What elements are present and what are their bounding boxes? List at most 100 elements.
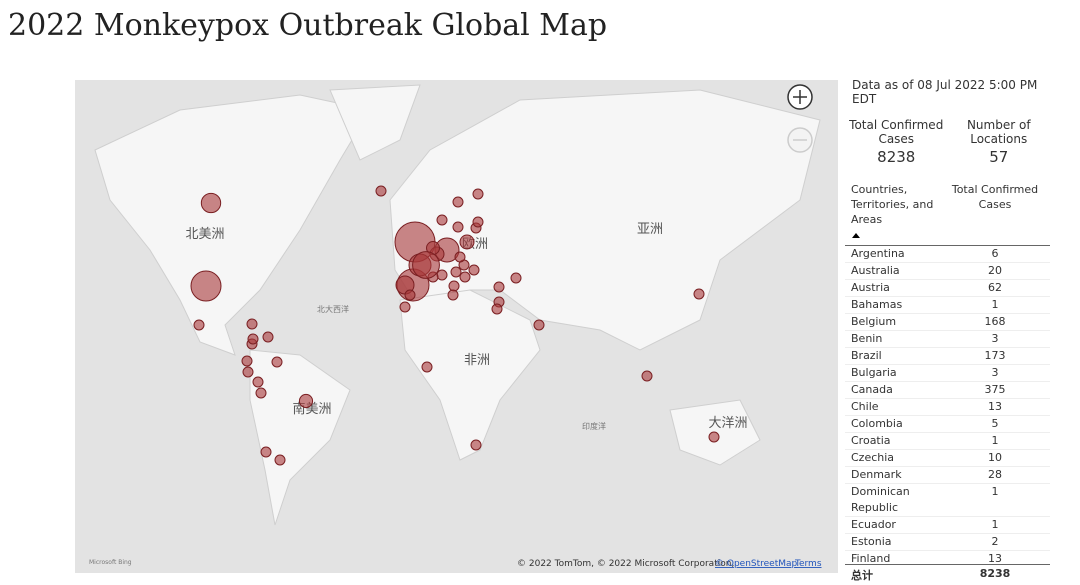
- table-row: Australia 20: [845, 263, 1050, 280]
- table-row: Belgium 168: [845, 314, 1050, 331]
- case-bubble[interactable]: [260, 446, 272, 458]
- side-panel: Data as of 08 Jul 2022 5:00 PM EDT Total…: [845, 78, 1050, 585]
- header-country[interactable]: Countries, Territories, and Areas: [851, 183, 934, 226]
- case-bubble[interactable]: [200, 192, 222, 214]
- total-value: 8238: [979, 567, 1011, 580]
- case-bubble: [271, 356, 283, 368]
- country-name: Canada: [851, 383, 893, 396]
- case-bubble[interactable]: [412, 251, 440, 279]
- table-row: Dominican Republic 1: [845, 484, 1050, 517]
- case-count: 10: [988, 451, 1002, 464]
- table-row: Colombia 5: [845, 416, 1050, 433]
- sort-arrow: [852, 233, 860, 238]
- case-count: 13: [988, 400, 1002, 413]
- case-bubble[interactable]: [472, 188, 484, 200]
- case-bubble: [470, 439, 482, 451]
- kpi-label: Number of Locations: [966, 118, 1031, 146]
- table-row: Estonia 2: [845, 534, 1050, 551]
- country-name: Chile: [851, 400, 879, 413]
- case-bubble: [399, 301, 411, 313]
- country-name: Denmark: [851, 468, 902, 481]
- case-count: 375: [984, 383, 1006, 396]
- case-bubble: [493, 281, 505, 293]
- case-bubble[interactable]: [262, 331, 274, 343]
- case-bubble: [459, 271, 471, 283]
- table-row: Bahamas 1: [845, 297, 1050, 314]
- case-bubble[interactable]: [298, 393, 314, 409]
- case-bubble: [448, 280, 460, 292]
- case-bubble: [533, 319, 545, 331]
- attribution: © 2022 TomTom, © 2022 Microsoft Corporat…: [517, 559, 734, 569]
- case-bubble: [641, 370, 653, 382]
- kpi: Number of Locations 57: [948, 118, 1051, 166]
- case-bubble: [375, 185, 387, 197]
- table-row: Canada 375: [845, 382, 1050, 399]
- table-row: Denmark 28: [845, 467, 1050, 484]
- case-count: 5: [991, 417, 999, 430]
- zoom-out[interactable]: [787, 127, 813, 153]
- country-name: Estonia: [851, 535, 892, 548]
- case-count: 1: [991, 298, 999, 311]
- bing-logo: Microsoft Bing: [89, 559, 132, 566]
- case-bubble[interactable]: [708, 431, 720, 443]
- table-row: Brazil 173: [845, 348, 1050, 365]
- case-count: 3: [991, 332, 999, 345]
- table-row: Austria 62: [845, 280, 1050, 297]
- case-count: 173: [984, 349, 1006, 362]
- header-cases[interactable]: Total Confirmed Cases: [951, 183, 1039, 211]
- case-bubble: [510, 272, 522, 284]
- case-bubble: [436, 214, 448, 226]
- case-bubble: [447, 289, 459, 301]
- zoom-in[interactable]: [787, 84, 813, 110]
- case-bubble[interactable]: [274, 454, 286, 466]
- case-bubble: [190, 270, 222, 302]
- case-bubble[interactable]: [468, 264, 480, 276]
- case-bubble: [193, 319, 205, 331]
- case-bubble[interactable]: [247, 333, 259, 345]
- north-america: [94, 94, 371, 356]
- ocean-label: 北大西洋: [317, 304, 349, 314]
- case-bubble[interactable]: [421, 361, 433, 373]
- table-row: Chile 13: [845, 399, 1050, 416]
- table-row: Bulgaria 3: [845, 365, 1050, 382]
- table-row: Ecuador 1: [845, 517, 1050, 534]
- ocean-label: 印度洋: [582, 421, 606, 431]
- greenland: [329, 84, 421, 161]
- country-name: Colombia: [851, 417, 903, 430]
- table-row: Benin 3: [845, 331, 1050, 348]
- country-name: Dominican Republic: [851, 485, 910, 514]
- continent-label: 北美洲: [185, 227, 224, 242]
- case-bubble[interactable]: [246, 318, 258, 330]
- case-count: 3: [991, 366, 999, 379]
- case-bubble: [436, 269, 448, 281]
- south-america: [249, 349, 351, 526]
- country-name: Bahamas: [851, 298, 903, 311]
- osm-link[interactable]: © OpenStreetMap: [715, 559, 798, 569]
- country-name: Finland: [851, 552, 891, 564]
- country-name: Croatia: [851, 434, 891, 447]
- continent-label: 大洋洲: [708, 416, 747, 431]
- case-count: 28: [988, 468, 1002, 481]
- case-bubble[interactable]: [450, 266, 462, 278]
- case-count: 168: [984, 315, 1006, 328]
- case-bubble[interactable]: [452, 221, 464, 233]
- case-count: 20: [988, 264, 1002, 277]
- country-name: Bulgaria: [851, 366, 897, 379]
- case-count: 1: [991, 485, 999, 498]
- total-label: 总计: [851, 569, 873, 582]
- case-bubble: [452, 196, 464, 208]
- case-count: 13: [988, 552, 1002, 564]
- terms-link[interactable]: Terms: [794, 559, 822, 569]
- case-bubble[interactable]: [472, 216, 484, 228]
- case-bubble[interactable]: [454, 251, 466, 263]
- case-bubble[interactable]: [242, 366, 254, 378]
- case-bubble: [252, 376, 264, 388]
- case-bubble: [459, 234, 475, 250]
- country-name: Argentina: [851, 247, 905, 260]
- country-name: Brazil: [851, 349, 882, 362]
- country-name: Ecuador: [851, 518, 896, 531]
- case-count: 6: [991, 247, 999, 260]
- case-bubble: [693, 288, 705, 300]
